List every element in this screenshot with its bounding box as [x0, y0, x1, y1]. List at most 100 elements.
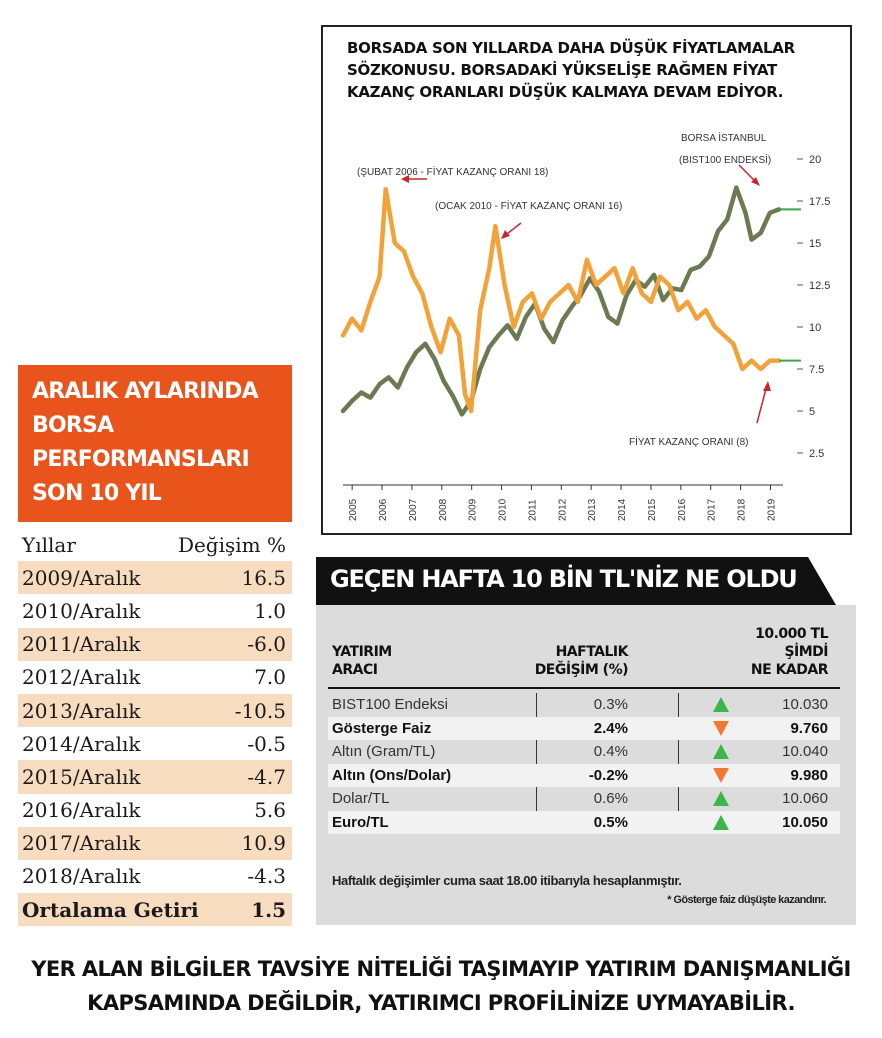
- up-arrow-icon: [713, 697, 729, 712]
- weekly-change-cell: 0.3%: [593, 696, 628, 713]
- instrument-cell: Dolar/TL: [332, 790, 390, 807]
- average-return-row: Ortalama Getiri 1.5: [18, 893, 292, 927]
- x-tick-label: 2005: [348, 498, 359, 521]
- table-row: 2012/Aralık 7.0: [18, 661, 292, 694]
- series-line-pe-ratio: [340, 186, 782, 414]
- now-worth-cell: 9.980: [790, 766, 828, 784]
- annotation-arrowhead: [501, 230, 510, 239]
- table-row: Gösterge Faiz 2.4% 9.760: [328, 716, 840, 740]
- table-row: Dolar/TL 0.6% 10.060: [328, 787, 840, 811]
- down-arrow-icon: [713, 720, 729, 736]
- series-line-bist100: [340, 185, 782, 417]
- col-header-line: ŞİMDİ: [784, 644, 828, 660]
- now-worth-cell: 10.050: [782, 813, 828, 831]
- average-label: Ortalama Getiri: [22, 897, 199, 922]
- pe-ratio-chart: BORSADA SON YILLARDA DAHA DÜŞÜK FİYATLAM…: [321, 25, 852, 535]
- x-tick-label: 2009: [468, 498, 479, 521]
- chart-title: BORSADA SON YILLARDA DAHA DÜŞÜK FİYATLAM…: [347, 39, 795, 101]
- change-cell: 16.5: [241, 565, 286, 590]
- x-tick-label: 2013: [587, 498, 598, 521]
- perf-title-line: SON 10 YIL: [32, 481, 162, 506]
- year-cell: 2017/Aralık: [22, 831, 141, 856]
- perf-table-header: Yıllar Değişim %: [18, 528, 292, 561]
- benchmark-rate-note: * Gösterge faiz düşüşte kazandırır.: [667, 894, 826, 906]
- x-tick-label: 2016: [677, 498, 688, 521]
- weekly-change-cell: 2.4%: [593, 719, 628, 737]
- change-cell: -0.5: [247, 731, 286, 756]
- x-tick-label: 2012: [557, 498, 568, 521]
- disclaimer-line: YER ALAN BİLGİLER TAVSİYE NİTELİĞİ TAŞIM…: [31, 957, 851, 981]
- weekly-change-cell: 0.4%: [593, 743, 628, 760]
- table-row: 2013/Aralık -10.5: [18, 693, 292, 728]
- weekly-change-cell: -0.2%: [588, 766, 628, 784]
- perf-title-line: BORSA: [32, 413, 114, 438]
- x-tick-label: 2006: [378, 498, 389, 521]
- change-cell: -4.3: [247, 864, 286, 889]
- change-cell: -6.0: [247, 632, 286, 657]
- year-cell: 2013/Aralık: [22, 698, 141, 723]
- instrument-cell: Gösterge Faiz: [332, 719, 432, 737]
- annotation-arrowhead: [751, 177, 760, 186]
- chart-annotation: FİYAT KAZANÇ ORANI (8): [629, 435, 748, 448]
- x-tick-label: 2008: [438, 498, 449, 521]
- instrument-cell: BIST100 Endeksi: [332, 696, 448, 713]
- table-row: 2017/Aralık 10.9: [18, 826, 292, 860]
- instrument-cell: Euro/TL: [332, 813, 389, 831]
- year-cell: 2015/Aralık: [22, 764, 141, 789]
- col-instrument-header: YATIRIM ARACI: [332, 643, 392, 679]
- now-worth-cell: 10.040: [782, 743, 828, 760]
- y-tick-label: 10: [809, 322, 821, 334]
- y-tick-label: 12.5: [809, 280, 830, 292]
- chart-annotation: (BIST100 ENDEKSİ): [679, 153, 771, 166]
- y-tick-label: 15: [809, 238, 821, 250]
- year-cell: 2014/Aralık: [22, 731, 141, 756]
- chart-annotation: BORSA İSTANBUL: [681, 131, 767, 144]
- chart-annotation: (ŞUBAT 2006 - FİYAT KAZANÇ ORANI 18): [357, 165, 548, 178]
- x-tick-label: 2010: [498, 498, 509, 521]
- annotation-arrowhead: [763, 381, 771, 391]
- annotation-arrow: [756, 384, 768, 424]
- table-row: 2014/Aralık -0.5: [18, 727, 292, 760]
- weekly-table-title: GEÇEN HAFTA 10 BİN TL'NİZ NE OLDU: [330, 565, 798, 593]
- year-cell: 2010/Aralık: [22, 598, 141, 623]
- year-cell: 2018/Aralık: [22, 864, 141, 889]
- table-row: Altın (Ons/Dolar) -0.2% 9.980: [328, 763, 840, 787]
- y-tick-label: 7.5: [809, 364, 824, 376]
- disclaimer: YER ALAN BİLGİLER TAVSİYE NİTELİĞİ TAŞIM…: [0, 952, 882, 1020]
- col-header-line: NE KADAR: [750, 662, 829, 678]
- col-now-worth-header: 10.000 TL ŞİMDİ NE KADAR: [716, 625, 829, 679]
- col-header-line: DEĞİŞİM (%): [534, 662, 629, 678]
- col-header-line: HAFTALIK: [555, 644, 629, 660]
- weekly-header-banner: [316, 557, 836, 605]
- x-tick-label: 2014: [617, 498, 628, 521]
- y-tick-label: 2.5: [809, 448, 824, 460]
- up-arrow-icon: [713, 744, 729, 759]
- december-performance-table: Yıllar Değişim % 2009/Aralık 16.5 2010/Ar…: [18, 528, 292, 927]
- x-tick-label: 2015: [647, 498, 658, 521]
- col-years-header: Yıllar: [22, 532, 76, 557]
- now-worth-cell: 10.060: [782, 790, 828, 807]
- weekly-change-cell: 0.6%: [593, 790, 628, 807]
- table-row: BIST100 Endeksi 0.3% 10.030: [328, 693, 840, 717]
- y-tick-label: 5: [809, 406, 815, 418]
- average-value: 1.5: [251, 897, 286, 922]
- year-cell: 2011/Aralık: [22, 632, 141, 657]
- table-row: 2015/Aralık -4.7: [18, 760, 292, 794]
- perf-title-line: PERFORMANSLARI: [32, 447, 250, 472]
- x-tick-label: 2019: [766, 498, 777, 521]
- up-arrow-icon: [713, 791, 729, 806]
- december-performance-title: ARALIK AYLARINDA BORSA PERFORMANSLARI SO…: [32, 375, 282, 511]
- y-tick-label: 17.5: [809, 196, 830, 208]
- chart-annotation: (OCAK 2010 - FİYAT KAZANÇ ORANI 16): [435, 199, 622, 212]
- col-header-line: 10.000 TL: [755, 626, 828, 642]
- x-tick-label: 2017: [707, 498, 718, 521]
- table-row: Altın (Gram/TL) 0.4% 10.040: [328, 740, 840, 764]
- weekly-rows: BIST100 Endeksi 0.3% 10.030 Gösterge Faiz 2.…: [328, 693, 840, 834]
- instrument-cell: Altın (Ons/Dolar): [332, 766, 452, 784]
- chart-plot: 2005 2006 2007 2008 2009 2010 2011 2012 2013 2014…: [340, 131, 830, 521]
- col-change-header: Değişim %: [177, 532, 286, 557]
- up-arrow-icon: [713, 814, 729, 830]
- year-cell: 2016/Aralık: [22, 798, 141, 823]
- disclaimer-line: KAPSAMINDA DEĞİLDİR, YATIRIMCI PROFİLİNİ…: [87, 991, 795, 1015]
- x-tick-label: 2018: [737, 498, 748, 521]
